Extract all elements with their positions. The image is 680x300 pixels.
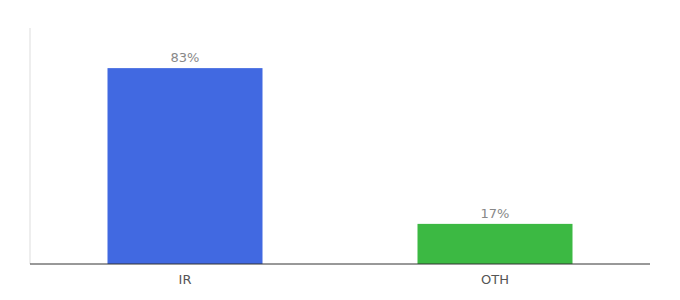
axes: IR OTH [30,28,650,287]
y-axis-line [30,28,31,264]
x-tick-label: OTH [481,272,509,287]
x-tick-label: IR [179,272,192,287]
data-label: 17% [481,206,510,221]
data-labels: 83% 17% [171,50,510,221]
chart-svg: 83% 17% IR OTH [0,0,680,300]
page: {"chart_data": {"type": "bar", "categori… [0,0,680,300]
x-axis-line [30,264,650,265]
bars [108,68,573,264]
bar [418,224,573,264]
data-label: 83% [171,50,200,65]
chart-container: 83% 17% IR OTH [0,0,680,300]
bar [108,68,263,264]
